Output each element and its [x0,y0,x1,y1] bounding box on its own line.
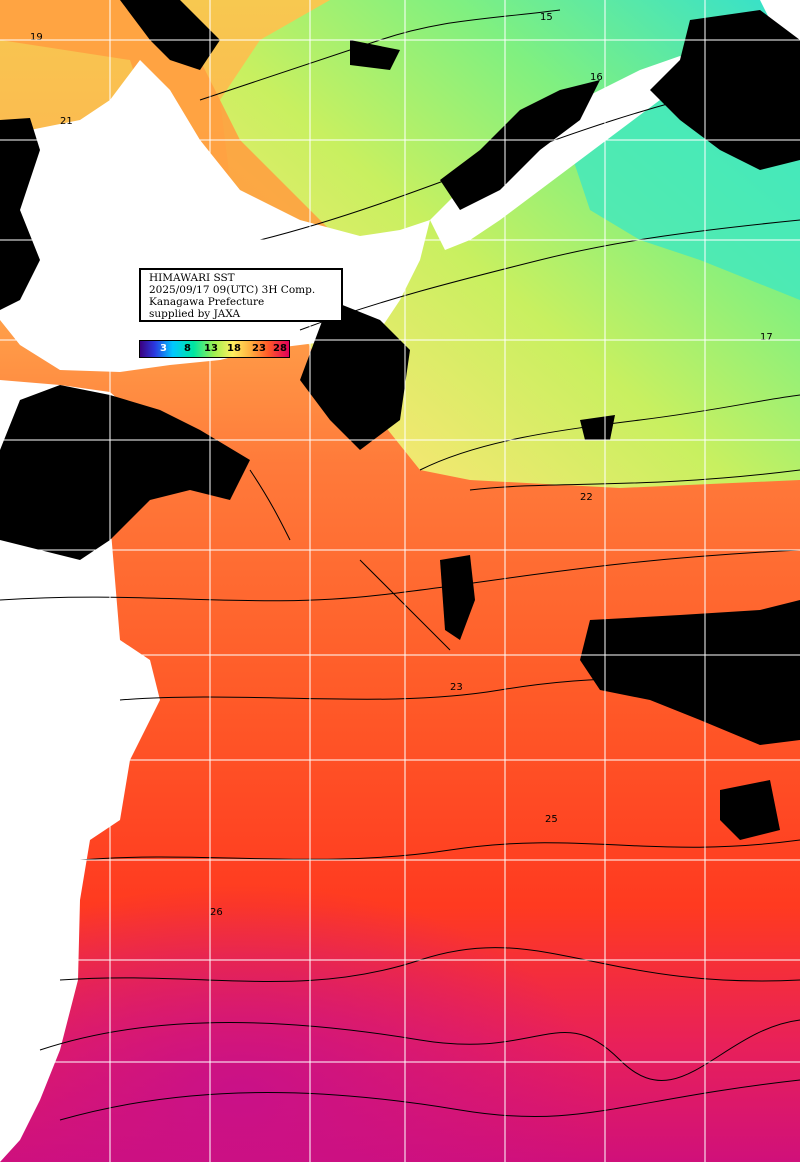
contour-labels: 15 16 17 19 21 22 23 25 26 [30,12,773,918]
cloud-east-band [580,600,800,745]
land-east-corner [760,0,800,40]
contour-label: 22 [580,492,593,503]
contour-label: 17 [760,332,773,343]
temperature-legend: 3 8 13 18 23 28 [139,340,290,358]
legend-label: 13 [204,343,218,354]
cloud-peninsula-tip [440,555,475,640]
cloud-west-block [0,118,40,310]
ocean-hot-spot [0,700,800,1162]
map-credit: supplied by JAXA [149,308,241,320]
map-region: Kanagawa Prefecture [149,296,265,308]
cloud-north-ridge [120,0,220,70]
cloud-inlet-small [580,415,615,440]
contour-label: 15 [540,12,553,23]
map-timestamp: 2025/09/17 09(UTC) 3H Comp. [149,284,316,296]
cloud-east-patch [720,780,780,840]
legend-label: 23 [252,343,266,354]
legend-label: 28 [273,343,287,354]
map-info-box: HIMAWARI SST 2025/09/17 09(UTC) 3H Comp.… [139,268,343,322]
legend-label: 8 [184,343,191,354]
contour-label: 26 [210,907,223,918]
cloud-south-bay [0,385,250,560]
contour-label: 25 [545,814,558,825]
land-west-coast [0,380,160,1162]
contour-label: 23 [450,682,463,693]
cloud-northeast [650,10,800,170]
map-title: HIMAWARI SST [149,272,235,284]
cloud-north-small [350,40,400,70]
legend-label: 18 [227,343,241,354]
contour-label: 16 [590,72,603,83]
contour-label: 19 [30,32,43,43]
legend-label: 3 [160,343,167,354]
land-boso-inner [430,56,700,250]
cloud-bay-mouth [300,300,410,450]
contour-label: 21 [60,116,73,127]
cloud-diagonal-band [440,80,600,210]
